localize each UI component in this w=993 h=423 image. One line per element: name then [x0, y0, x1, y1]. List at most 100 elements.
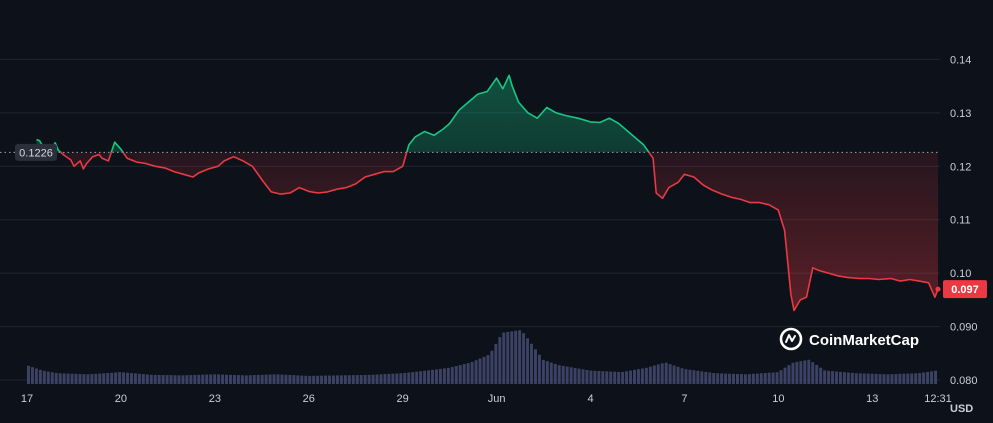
- volume-bar: [38, 369, 42, 384]
- volume-bar: [442, 368, 446, 384]
- volume-bar: [296, 375, 300, 384]
- volume-bar: [799, 361, 803, 384]
- volume-bar: [684, 369, 688, 384]
- volume-bar: [454, 366, 458, 384]
- volume-bar: [609, 371, 613, 384]
- volume-bar: [573, 367, 577, 384]
- volume-bar: [415, 371, 419, 384]
- volume-bar: [427, 370, 431, 384]
- volume-bar: [371, 374, 375, 384]
- volume-bar: [716, 373, 720, 384]
- volume-bar: [458, 365, 462, 384]
- y-tick-label: 0.12: [950, 161, 971, 173]
- price-area-fills: [36, 75, 938, 311]
- volume-bar: [672, 365, 676, 384]
- x-tick-label: 17: [21, 393, 33, 405]
- volume-bar: [118, 372, 122, 384]
- x-tick-label: 10: [772, 393, 784, 405]
- volume-bar: [835, 371, 838, 384]
- volume-bar: [838, 371, 842, 384]
- volume-bar: [419, 371, 423, 384]
- volume-bar: [110, 372, 114, 384]
- volume-bar: [27, 365, 30, 384]
- volume-bar: [189, 375, 193, 384]
- volume-bar: [379, 374, 383, 384]
- volume-bar: [102, 373, 106, 384]
- x-tick-label: 20: [115, 393, 127, 405]
- volume-bar: [446, 367, 450, 384]
- volume-bar: [462, 364, 466, 384]
- volume-bar: [137, 373, 141, 384]
- volume-bar: [173, 375, 177, 384]
- volume-bar: [308, 375, 312, 384]
- volume-bar: [423, 370, 427, 384]
- volume-bar: [502, 332, 506, 384]
- volume-bar: [561, 365, 565, 384]
- volume-bar: [601, 371, 605, 384]
- volume-bar: [478, 358, 482, 384]
- volume-bar: [320, 375, 324, 384]
- volume-bar: [407, 372, 411, 384]
- volume-bar: [165, 375, 169, 384]
- volume-bar: [728, 373, 732, 384]
- volume-bar: [696, 370, 700, 384]
- current-price-dot: [935, 286, 941, 292]
- volume-bar: [236, 375, 240, 384]
- x-tick-label: 13: [866, 393, 878, 405]
- volume-bar: [129, 373, 133, 384]
- price-line-down: [45, 152, 939, 312]
- volume-bar: [906, 373, 910, 384]
- volume-bar: [633, 369, 636, 384]
- volume-bar: [581, 369, 585, 384]
- volume-bar: [494, 343, 498, 384]
- volume-bar: [779, 370, 783, 384]
- volume-bar: [343, 375, 347, 384]
- volume-bar: [153, 374, 157, 384]
- volume-bar: [676, 366, 680, 384]
- volume-bar: [58, 373, 62, 384]
- volume-bar: [522, 333, 526, 384]
- volume-bar: [870, 373, 874, 384]
- volume-bar: [771, 372, 775, 384]
- volume-bar: [625, 371, 629, 384]
- volume-bar: [387, 373, 391, 384]
- volume-bar: [82, 374, 86, 384]
- volume-bar: [664, 362, 668, 384]
- volume-bar: [292, 375, 296, 384]
- x-tick-label: 29: [397, 393, 409, 405]
- volume-bar: [842, 372, 846, 384]
- volume-bar: [272, 374, 276, 384]
- volume-bar: [248, 375, 252, 384]
- volume-bar: [878, 374, 882, 384]
- volume-bar: [94, 373, 98, 384]
- volume-bar: [34, 368, 38, 384]
- volume-bar: [90, 374, 94, 384]
- volume-bar: [324, 375, 328, 384]
- volume-bar: [256, 374, 260, 384]
- volume-bar: [926, 371, 930, 384]
- volume-bar: [50, 372, 54, 384]
- volume-bar: [890, 374, 894, 384]
- volume-bar: [755, 373, 759, 384]
- volume-bar: [260, 374, 264, 384]
- volume-bar: [232, 374, 236, 384]
- volume-bar: [328, 375, 331, 384]
- volume-bar: [807, 359, 811, 384]
- volume-bar: [692, 370, 696, 384]
- watermark-text: CoinMarketCap: [809, 332, 919, 349]
- volume-bar: [288, 374, 292, 384]
- volume-bar: [648, 366, 652, 384]
- volume-bar: [339, 375, 343, 384]
- volume-bar: [886, 374, 890, 384]
- volume-bar: [126, 372, 129, 384]
- volume-bar: [557, 365, 561, 384]
- volume-bar: [304, 375, 308, 384]
- y-tick-label: 0.080: [950, 375, 978, 387]
- volume-bar: [229, 374, 232, 384]
- volume-bar: [438, 368, 442, 384]
- volume-bar: [197, 374, 201, 384]
- volume-bar: [882, 374, 886, 384]
- y-axis-ticks: 0.080 0.090 0.10 0.11 0.12 0.13 0.14: [950, 54, 978, 387]
- volume-bar: [549, 362, 553, 384]
